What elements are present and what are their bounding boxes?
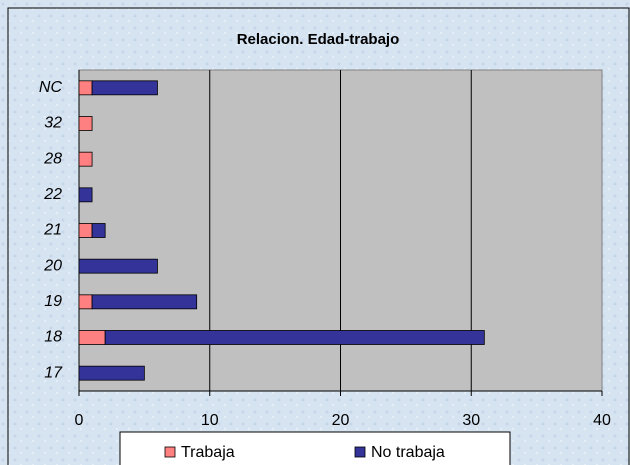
x-tick-label: 20 xyxy=(332,412,350,429)
legend-box xyxy=(119,431,511,465)
y-tick-label: 32 xyxy=(44,115,62,132)
x-tick-label: 40 xyxy=(593,412,611,429)
legend xyxy=(119,431,511,465)
legend-swatch xyxy=(354,446,366,458)
legend-label: No trabaja xyxy=(371,444,445,461)
x-tick-label: 30 xyxy=(462,412,480,429)
bar xyxy=(78,80,93,96)
bar xyxy=(78,258,158,274)
chart-border xyxy=(7,7,630,465)
y-tick-label: NC xyxy=(39,79,63,96)
bar xyxy=(78,116,93,131)
bar xyxy=(78,151,93,167)
y-tick-label: 19 xyxy=(44,293,62,310)
y-tick-label: 17 xyxy=(44,364,63,381)
y-tick-label: 21 xyxy=(43,222,62,239)
chart-title: Relacion. Edad-trabajo xyxy=(237,31,400,48)
bar xyxy=(104,330,485,345)
bar xyxy=(78,294,93,310)
y-tick-label: 18 xyxy=(44,329,62,346)
y-tick-label: 22 xyxy=(43,186,62,203)
bar xyxy=(91,80,158,96)
bar xyxy=(78,223,93,238)
y-tick-label: 20 xyxy=(43,257,62,274)
bar xyxy=(78,187,93,203)
legend-label: Trabaja xyxy=(181,444,235,461)
bar xyxy=(78,365,145,381)
y-tick-label: 28 xyxy=(43,150,62,167)
bar xyxy=(78,330,106,345)
legend-swatch xyxy=(164,446,176,458)
bar xyxy=(91,294,198,310)
bar xyxy=(91,223,106,238)
x-tick-label: 10 xyxy=(201,412,219,429)
x-tick-label: 0 xyxy=(75,412,84,429)
